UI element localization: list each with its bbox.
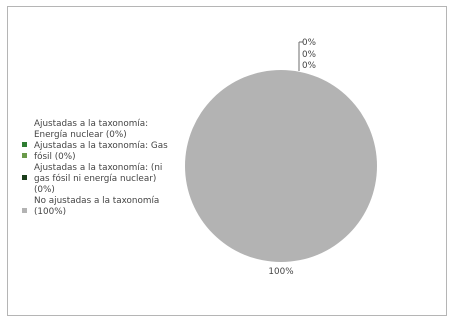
- legend-item-nuclear: Ajustadas a la taxonomía: Energía nuclea…: [22, 119, 172, 147]
- legend-item-not-aligned: No ajustadas a la taxonomía (100%): [22, 196, 172, 217]
- slice-label-gas: 0%: [302, 50, 316, 60]
- legend-label-other-aligned: Ajustadas a la taxonomía: (ni gas fósil …: [34, 163, 163, 195]
- chart-legend: Ajustadas a la taxonomía: Energía nuclea…: [22, 119, 172, 218]
- slice-label-other-aligned: 0%: [302, 61, 316, 71]
- slice-label-not-aligned: 100%: [268, 267, 293, 277]
- legend-label-not-aligned: No ajustadas a la taxonomía (100%): [34, 196, 160, 217]
- legend-swatch-gas: [22, 153, 27, 159]
- legend-swatch-not-aligned: [22, 208, 27, 214]
- pie-slice-not-aligned: [185, 70, 377, 262]
- legend-item-gas: Ajustadas a la taxonomía: Gas fósil (0%): [22, 141, 172, 162]
- legend-item-other-aligned: Ajustadas a la taxonomía: (ni gas fósil …: [22, 163, 172, 195]
- legend-label-gas: Ajustadas a la taxonomía: Gas fósil (0%): [34, 141, 168, 162]
- legend-label-nuclear: Ajustadas a la taxonomía: Energía nuclea…: [34, 119, 149, 140]
- legend-swatch-nuclear: [22, 142, 27, 147]
- slice-label-nuclear: 0%: [302, 38, 316, 48]
- legend-swatch-other-aligned: [22, 175, 27, 181]
